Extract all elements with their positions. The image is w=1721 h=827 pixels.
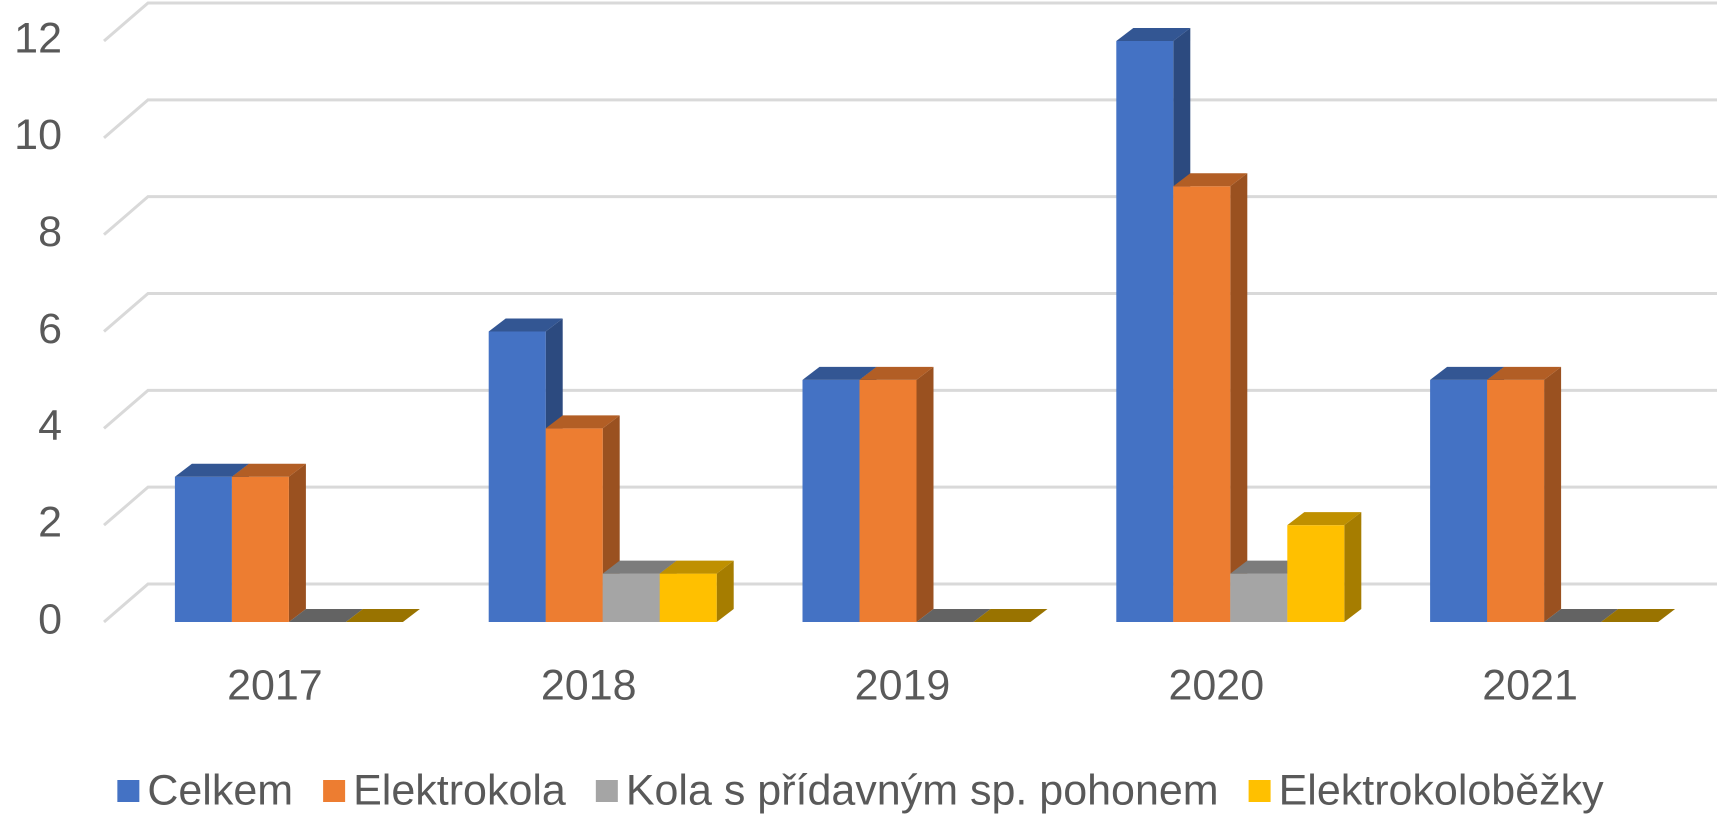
bar-top: [1116, 28, 1191, 41]
bar-top: [345, 609, 420, 622]
x-tick-label: 2020: [1168, 661, 1264, 709]
bar-front: [1173, 186, 1231, 622]
grid-line: [103, 1, 1717, 43]
bar-front: [1116, 41, 1174, 622]
bar-front: [859, 379, 917, 622]
bar-side: [916, 366, 934, 622]
bar-top: [288, 609, 363, 622]
y-tick-label: 10: [14, 111, 62, 159]
bar-top: [1487, 366, 1562, 380]
bar-front: [231, 476, 289, 622]
bar-front: [545, 428, 603, 622]
legend-swatch: [117, 780, 140, 802]
grid-line: [103, 195, 1717, 236]
bar: [1544, 609, 1619, 622]
bar: [231, 463, 306, 622]
legend-swatch: [595, 780, 618, 802]
legend-label: Elektrokola: [353, 766, 566, 814]
grid-line: [103, 98, 1717, 139]
y-tick-label: 12: [14, 14, 62, 62]
bar-top: [802, 366, 877, 380]
bar-top: [602, 560, 677, 574]
y-tick-label: 8: [38, 208, 62, 256]
bar-top: [231, 463, 306, 477]
bar-top: [488, 318, 563, 332]
x-tick-label: 2019: [855, 661, 951, 709]
bar-front: [1487, 379, 1545, 622]
legend-label: Elektrokoloběžky: [1279, 766, 1605, 814]
bar-top: [1230, 560, 1305, 574]
bar: [345, 609, 420, 622]
bar-top: [1173, 173, 1248, 187]
bar-top: [1544, 609, 1619, 622]
bar-top: [1287, 512, 1362, 526]
bar-front: [488, 331, 546, 622]
legend-label: Celkem: [147, 766, 293, 814]
bar: [1487, 366, 1562, 622]
bar-front: [1430, 379, 1488, 622]
bar-side: [1344, 512, 1362, 622]
bar-front: [602, 573, 660, 622]
bar-side: [1544, 366, 1562, 622]
bar-front: [802, 379, 860, 622]
bar-side: [288, 463, 306, 622]
grid-line: [103, 292, 1717, 333]
bar-front: [1230, 573, 1288, 622]
legend-swatch: [1248, 780, 1271, 802]
bar: [973, 609, 1048, 622]
bar: [659, 560, 734, 622]
bar-top: [1430, 366, 1505, 380]
bar-top: [174, 463, 249, 477]
bar-top: [859, 366, 934, 380]
bar: [288, 609, 363, 622]
bar-front: [174, 476, 232, 622]
x-tick-label: 2021: [1482, 661, 1578, 709]
bar: [1173, 173, 1248, 622]
legend-label: Kola s přídavným sp. pohonem: [626, 766, 1219, 814]
bar-top: [659, 560, 734, 574]
y-tick-label: 2: [38, 499, 62, 547]
bar-top: [916, 609, 991, 622]
bar: [916, 609, 991, 622]
y-tick-label: 0: [38, 595, 62, 643]
x-tick-label: 2017: [227, 661, 323, 709]
bar: [859, 366, 934, 622]
bar-front: [659, 573, 717, 622]
y-tick-label: 6: [38, 305, 62, 353]
bar: [1287, 512, 1362, 622]
bar-top: [1601, 609, 1676, 622]
legend-swatch: [323, 780, 346, 802]
x-tick-label: 2018: [541, 661, 637, 709]
bar-top: [545, 415, 620, 429]
bar: [1601, 609, 1676, 622]
bar-top: [973, 609, 1048, 622]
bar-front: [1287, 525, 1345, 622]
y-tick-label: 4: [38, 402, 62, 450]
bar-side: [1230, 173, 1248, 622]
bar-side: [716, 560, 734, 622]
